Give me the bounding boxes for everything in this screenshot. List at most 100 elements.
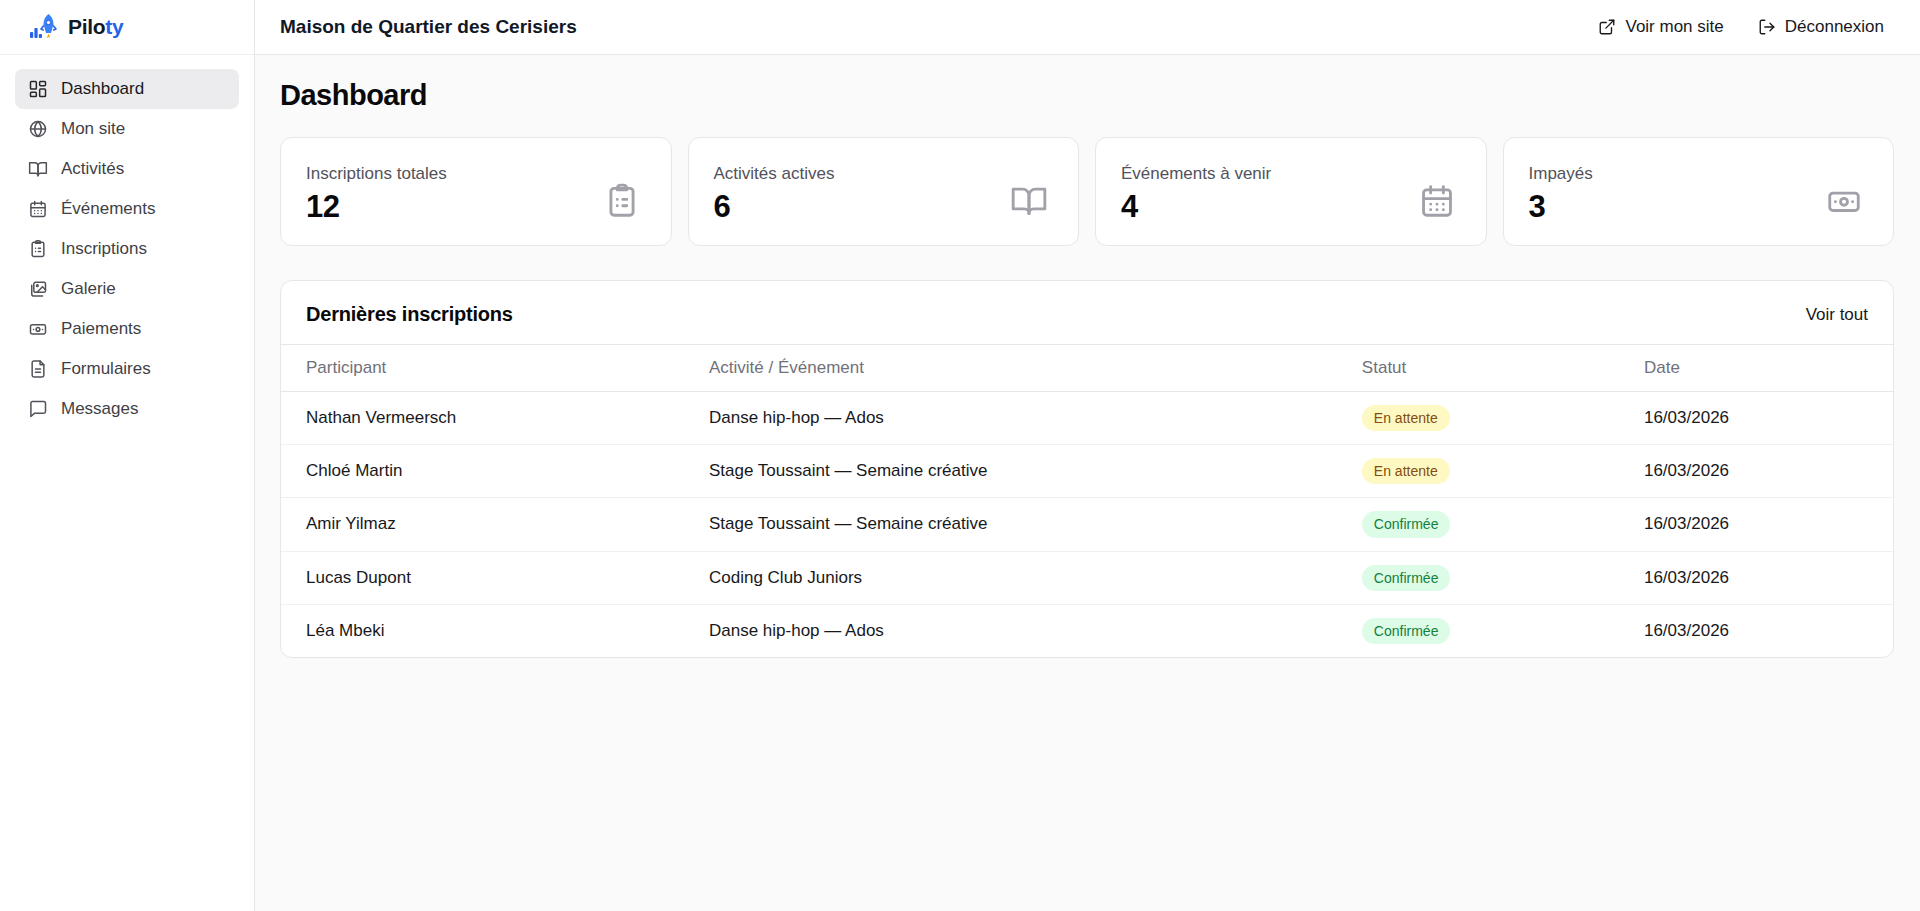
message-icon — [28, 399, 48, 419]
sidebar-item-galerie[interactable]: Galerie — [15, 269, 239, 309]
sidebar-item-inscriptions[interactable]: Inscriptions — [15, 229, 239, 269]
cell-activity: Coding Club Juniors — [684, 551, 1337, 604]
table-row[interactable]: Chloé Martin Stage Toussaint — Semaine c… — [281, 445, 1893, 498]
latest-registrations-panel: Dernières inscriptions Voir tout Partici… — [280, 280, 1894, 658]
sidebar-item-label: Dashboard — [61, 79, 144, 99]
table-row[interactable]: Amir Yilmaz Stage Toussaint — Semaine cr… — [281, 498, 1893, 551]
sidebar-item-label: Galerie — [61, 279, 116, 299]
dashboard-icon — [28, 79, 48, 99]
cell-activity: Danse hip-hop — Ados — [684, 604, 1337, 657]
cell-status: Confirmée — [1337, 604, 1619, 657]
file-text-icon — [28, 359, 48, 379]
sidebar-item-messages[interactable]: Messages — [15, 389, 239, 429]
brand-logo[interactable]: Piloty — [28, 11, 123, 43]
calendar-days-icon — [1418, 182, 1456, 220]
stat-card: Inscriptions totales 12 — [280, 137, 672, 246]
calendar-icon — [28, 199, 48, 219]
table-row[interactable]: Nathan Vermeersch Danse hip-hop — Ados E… — [281, 392, 1893, 445]
stat-card: Impayés 3 — [1503, 137, 1895, 246]
table-row[interactable]: Léa Mbeki Danse hip-hop — Ados Confirmée… — [281, 604, 1893, 657]
banknote-icon — [28, 319, 48, 339]
cell-activity: Stage Toussaint — Semaine créative — [684, 498, 1337, 551]
topbar-action-label: Voir mon site — [1625, 17, 1723, 37]
cell-participant: Amir Yilmaz — [281, 498, 684, 551]
column-header-activity: Activité / Événement — [684, 345, 1337, 392]
brand-name: Piloty — [68, 15, 123, 39]
topbar: Maison de Quartier des Cerisiers Voir mo… — [255, 0, 1920, 55]
sidebar-item-label: Inscriptions — [61, 239, 147, 259]
logout-icon — [1758, 18, 1776, 36]
cell-participant: Chloé Martin — [281, 445, 684, 498]
cell-status: Confirmée — [1337, 498, 1619, 551]
sidebar: Piloty Dashboard Mon site Activités Évén… — [0, 0, 255, 911]
stat-card: Activités actives 6 — [688, 137, 1080, 246]
topbar-action-button[interactable]: Voir mon site — [1598, 17, 1723, 37]
cell-date: 16/03/2026 — [1619, 604, 1893, 657]
clipboard-list-icon — [603, 182, 641, 220]
panel-header: Dernières inscriptions Voir tout — [281, 281, 1893, 344]
status-badge: En attente — [1362, 458, 1450, 484]
sidebar-item-mon-site[interactable]: Mon site — [15, 109, 239, 149]
page-title: Dashboard — [280, 79, 1894, 112]
topbar-action-label: Déconnexion — [1785, 17, 1884, 37]
table-header-row: Participant Activité / Événement Statut … — [281, 345, 1893, 392]
globe-icon — [28, 119, 48, 139]
column-header-status: Statut — [1337, 345, 1619, 392]
stat-card-value: 6 — [714, 189, 835, 225]
cell-activity: Danse hip-hop — Ados — [684, 392, 1337, 445]
cell-participant: Lucas Dupont — [281, 551, 684, 604]
sidebar-item-label: Messages — [61, 399, 138, 419]
clipboard-icon — [28, 239, 48, 259]
status-badge: Confirmée — [1362, 511, 1451, 537]
cell-status: Confirmée — [1337, 551, 1619, 604]
cell-participant: Léa Mbeki — [281, 604, 684, 657]
sidebar-item-evenements[interactable]: Événements — [15, 189, 239, 229]
sidebar-header: Piloty — [0, 0, 254, 55]
stat-card-value: 12 — [306, 189, 447, 225]
cell-activity: Stage Toussaint — Semaine créative — [684, 445, 1337, 498]
cell-status: En attente — [1337, 392, 1619, 445]
stat-cards: Inscriptions totales 12 Activités active… — [280, 137, 1894, 246]
stat-card-value: 4 — [1121, 189, 1271, 225]
cell-participant: Nathan Vermeersch — [281, 392, 684, 445]
view-all-link[interactable]: Voir tout — [1806, 305, 1868, 325]
column-header-participant: Participant — [281, 345, 684, 392]
main-area: Maison de Quartier des Cerisiers Voir mo… — [255, 0, 1920, 911]
status-badge: En attente — [1362, 405, 1450, 431]
sidebar-item-label: Paiements — [61, 319, 141, 339]
banknote-icon — [1825, 182, 1863, 220]
sidebar-item-label: Formulaires — [61, 359, 151, 379]
sidebar-item-dashboard[interactable]: Dashboard — [15, 69, 239, 109]
sidebar-nav: Dashboard Mon site Activités Événements … — [0, 55, 254, 443]
sidebar-item-label: Mon site — [61, 119, 125, 139]
cell-date: 16/03/2026 — [1619, 445, 1893, 498]
topbar-actions: Voir mon site Déconnexion — [1598, 17, 1884, 37]
stat-card-label: Impayés — [1529, 164, 1593, 184]
content: Dashboard Inscriptions totales 12 Activi… — [255, 55, 1920, 911]
sidebar-item-paiements[interactable]: Paiements — [15, 309, 239, 349]
panel-title: Dernières inscriptions — [306, 303, 513, 326]
gallery-icon — [28, 279, 48, 299]
book-open-icon — [1010, 182, 1048, 220]
organization-title: Maison de Quartier des Cerisiers — [280, 16, 577, 38]
column-header-date: Date — [1619, 345, 1893, 392]
external-link-icon — [1598, 18, 1616, 36]
stat-card-value: 3 — [1529, 189, 1593, 225]
status-badge: Confirmée — [1362, 565, 1451, 591]
sidebar-item-activites[interactable]: Activités — [15, 149, 239, 189]
sidebar-item-formulaires[interactable]: Formulaires — [15, 349, 239, 389]
stat-card-label: Inscriptions totales — [306, 164, 447, 184]
stat-card-label: Événements à venir — [1121, 164, 1271, 184]
topbar-action-button[interactable]: Déconnexion — [1758, 17, 1884, 37]
sidebar-item-label: Événements — [61, 199, 156, 219]
cell-status: En attente — [1337, 445, 1619, 498]
stat-card-label: Activités actives — [714, 164, 835, 184]
rocket-chart-icon — [28, 11, 60, 43]
sidebar-item-label: Activités — [61, 159, 124, 179]
cell-date: 16/03/2026 — [1619, 551, 1893, 604]
registrations-table: Participant Activité / Événement Statut … — [281, 344, 1893, 657]
book-open-icon — [28, 159, 48, 179]
table-row[interactable]: Lucas Dupont Coding Club Juniors Confirm… — [281, 551, 1893, 604]
cell-date: 16/03/2026 — [1619, 498, 1893, 551]
cell-date: 16/03/2026 — [1619, 392, 1893, 445]
